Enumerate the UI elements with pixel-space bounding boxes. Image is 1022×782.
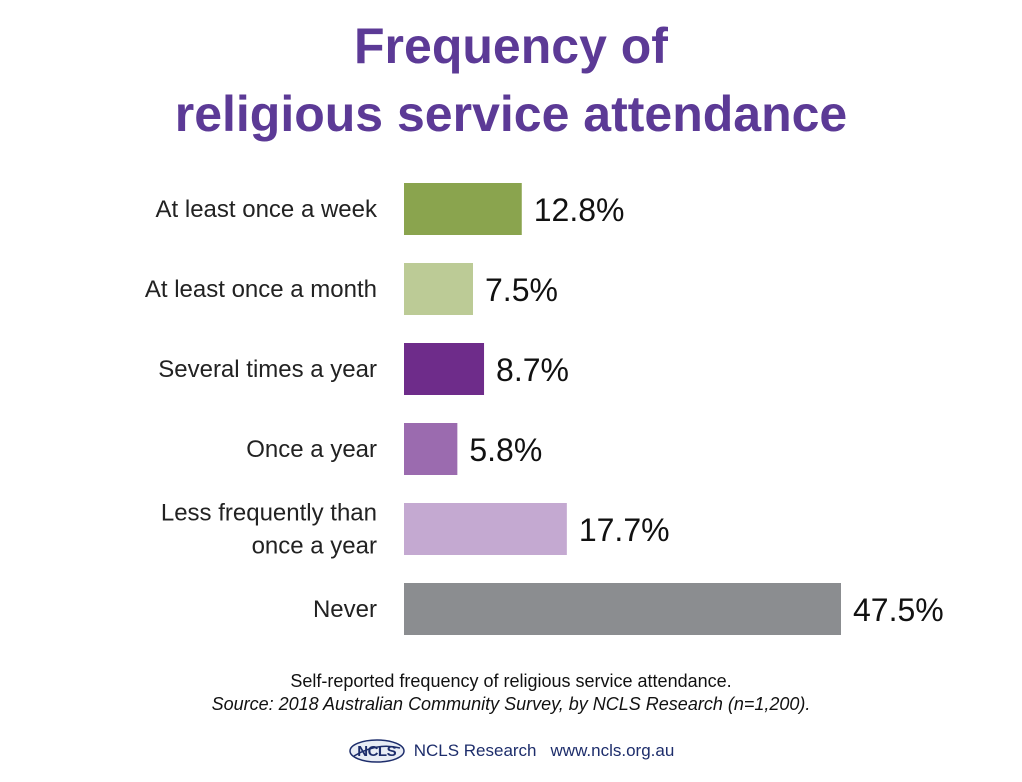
- bar-2: [404, 343, 485, 395]
- value-label-5: 47.5%: [853, 592, 944, 628]
- category-label-3: Once a year: [246, 436, 377, 463]
- ncls-logo: NCLS: [348, 738, 405, 764]
- bar-0: [404, 183, 522, 235]
- footer-org: NCLS Research: [413, 741, 537, 760]
- chart-source: Source: 2018 Australian Community Survey…: [211, 694, 811, 714]
- category-label-0: At least once a week: [156, 196, 378, 223]
- chart-note: Self-reported frequency of religious ser…: [290, 671, 732, 691]
- bar-chart: At least once a week 12.8% At least once a…: [145, 183, 944, 635]
- value-label-4: 17.7%: [579, 512, 670, 548]
- chart-title-line-1: Frequency of: [354, 18, 668, 74]
- footer: NCLS NCLS Research www.ncls.org.au: [0, 738, 1022, 764]
- value-label-0: 12.8%: [534, 192, 625, 228]
- bar-4: [404, 503, 567, 555]
- value-label-2: 8.7%: [496, 352, 569, 388]
- logo-text: NCLS: [357, 742, 397, 760]
- footer-url[interactable]: www.ncls.org.au: [550, 741, 675, 760]
- bar-3: [404, 423, 458, 475]
- bar-1: [404, 263, 473, 315]
- value-label-3: 5.8%: [469, 432, 542, 468]
- chart-title-line-2: religious service attendance: [174, 86, 848, 142]
- category-label-4: Less frequently than once a year: [161, 500, 377, 560]
- category-label-1: At least once a month: [145, 276, 377, 303]
- category-label-5: Never: [313, 596, 377, 623]
- bar-5: [404, 583, 841, 635]
- category-label-2: Several times a year: [158, 356, 377, 383]
- ncls-logo-icon: [348, 739, 405, 763]
- value-label-1: 7.5%: [485, 272, 558, 308]
